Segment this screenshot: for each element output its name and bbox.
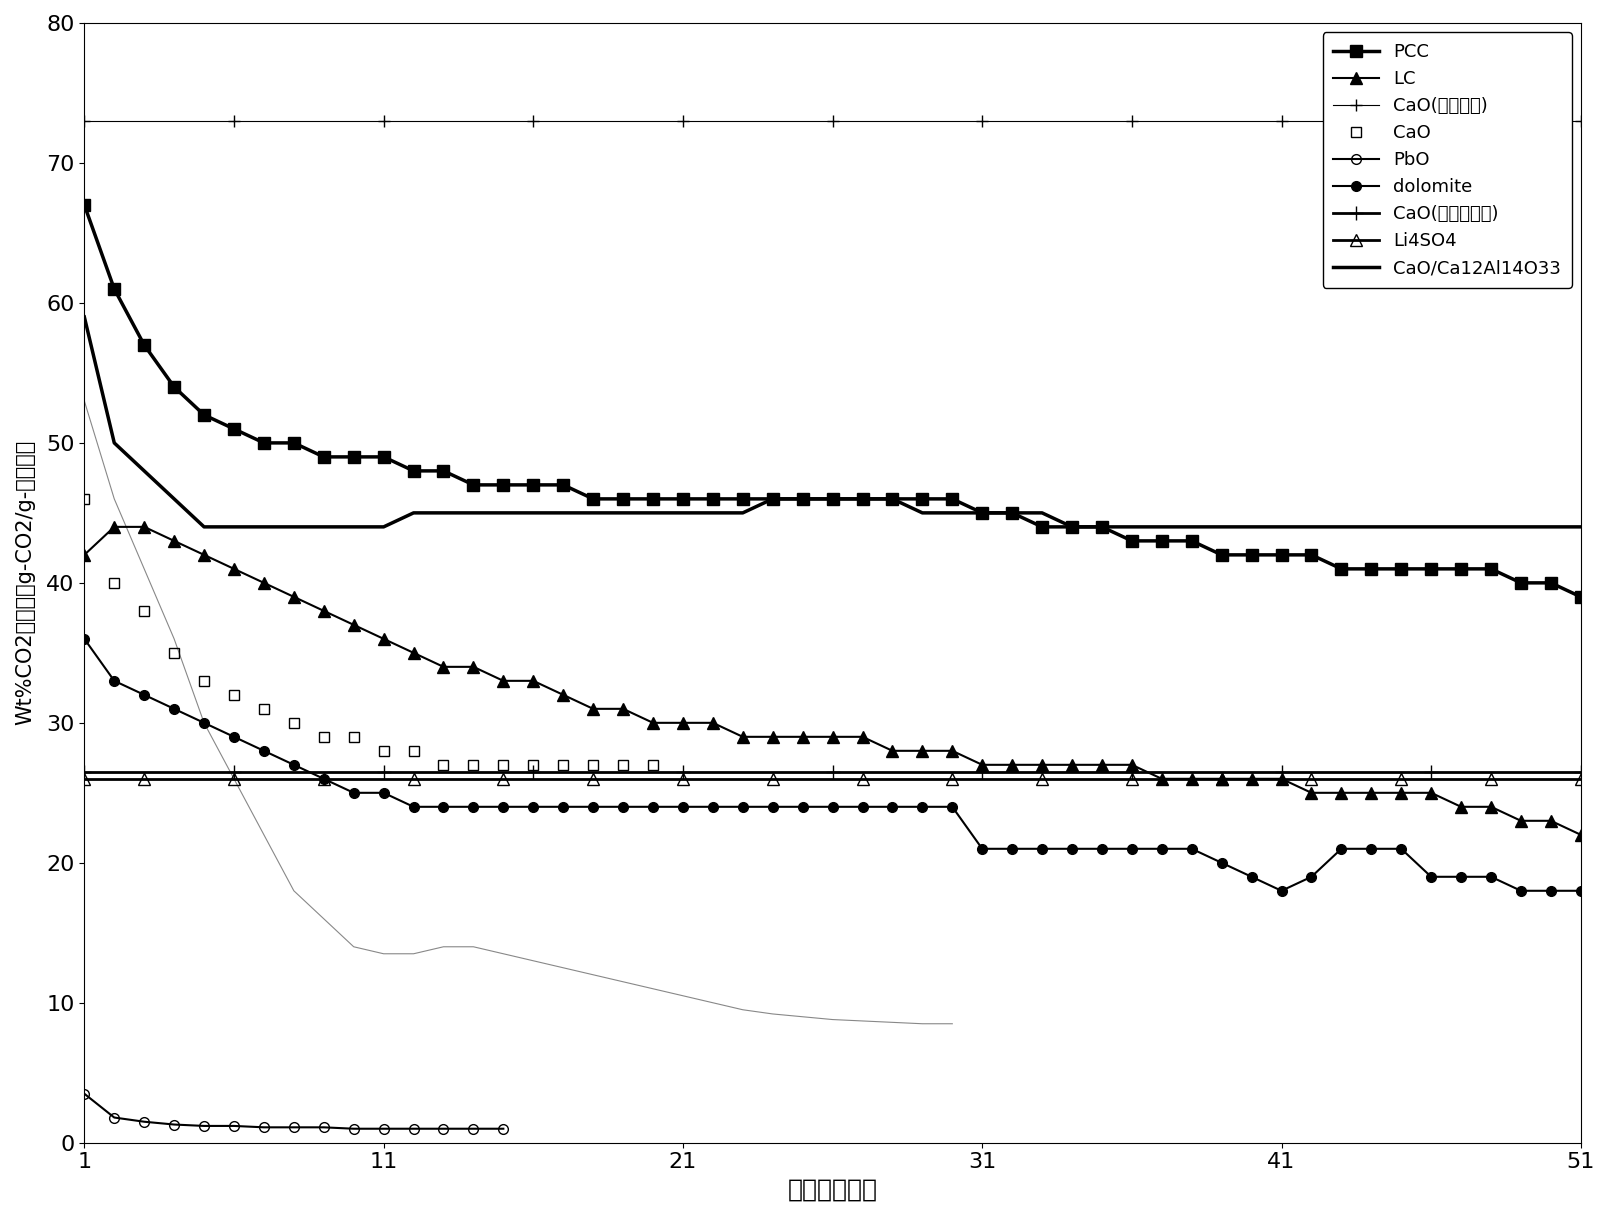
X-axis label: 循环反应次数: 循环反应次数 (787, 1178, 877, 1202)
Y-axis label: Wt%CO2吸收量（g-CO2/g-吸收剂）: Wt%CO2吸收量（g-CO2/g-吸收剂） (14, 441, 35, 725)
Legend: PCC, LC, CaO(微米材料), CaO, PbO, dolomite, CaO(亚微米材料), Li4SO4, CaO/Ca12Al14O33: PCC, LC, CaO(微米材料), CaO, PbO, dolomite, … (1323, 32, 1571, 288)
